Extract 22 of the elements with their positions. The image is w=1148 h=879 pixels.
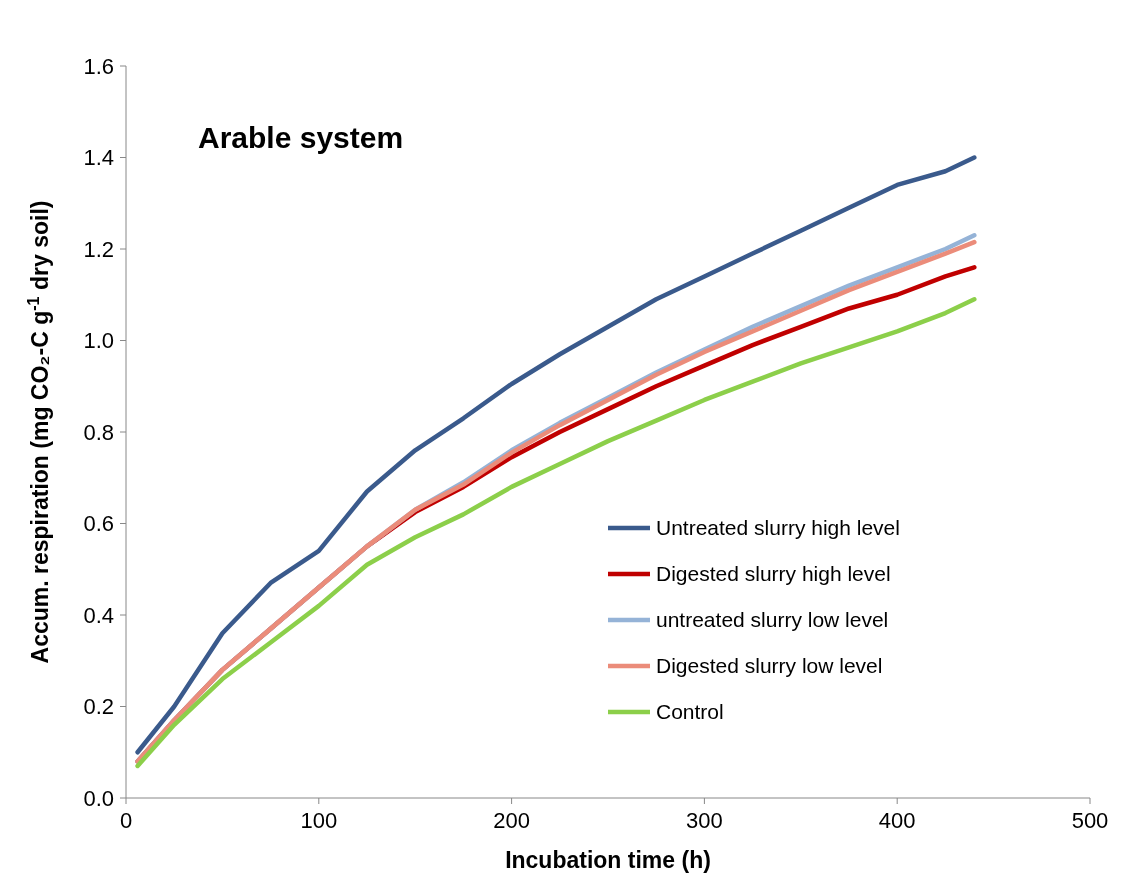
y-tick-label: 0.6 — [83, 511, 114, 537]
x-tick-label: 400 — [878, 808, 916, 833]
y-tick-label: 0.8 — [83, 419, 114, 445]
y-tick-label: 0.4 — [83, 602, 114, 628]
legend-label: Untreated slurry high level — [656, 516, 900, 540]
y-tick-label: 0.2 — [83, 694, 114, 720]
x-tick-label: 500 — [1071, 808, 1109, 833]
x-tick-label: 100 — [300, 808, 338, 833]
legend-label: Digested slurry high level — [656, 562, 891, 586]
y-tick-label: 0.0 — [83, 785, 114, 811]
y-tick-label: 1.4 — [83, 145, 114, 171]
y-tick-label: 1.0 — [83, 328, 114, 354]
legend-label: untreated slurry low level — [656, 608, 889, 632]
x-tick-label: 200 — [493, 808, 530, 833]
legend-label: Digested slurry low level — [656, 654, 883, 678]
text: Arable system — [198, 121, 404, 154]
x-tick-label: 300 — [686, 808, 723, 833]
y-tick-label: 1.6 — [83, 53, 114, 79]
x-tick-label: 0 — [119, 808, 133, 833]
x-axis-title: Incubation time (h) — [505, 847, 711, 873]
legend-label: Control — [656, 700, 724, 724]
y-tick-label: 1.2 — [83, 236, 114, 262]
